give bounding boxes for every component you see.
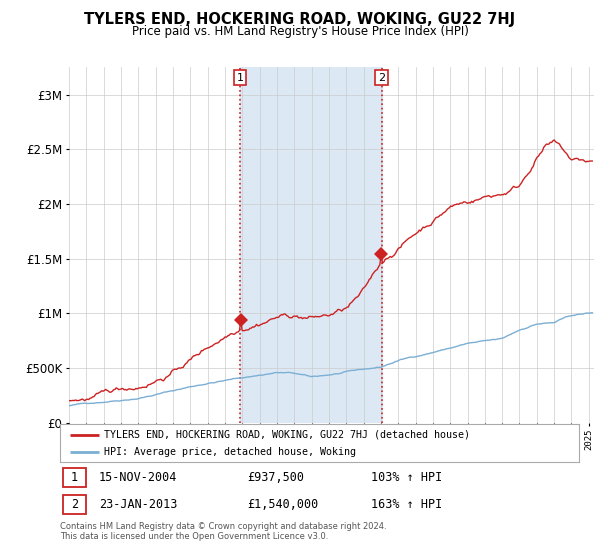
Text: HPI: Average price, detached house, Woking: HPI: Average price, detached house, Woki… <box>104 447 356 458</box>
Text: 1: 1 <box>71 470 78 483</box>
Text: TYLERS END, HOCKERING ROAD, WOKING, GU22 7HJ (detached house): TYLERS END, HOCKERING ROAD, WOKING, GU22… <box>104 430 470 440</box>
Text: Price paid vs. HM Land Registry's House Price Index (HPI): Price paid vs. HM Land Registry's House … <box>131 25 469 38</box>
Text: TYLERS END, HOCKERING ROAD, WOKING, GU22 7HJ: TYLERS END, HOCKERING ROAD, WOKING, GU22… <box>85 12 515 27</box>
Text: Contains HM Land Registry data © Crown copyright and database right 2024.
This d: Contains HM Land Registry data © Crown c… <box>60 522 386 542</box>
Text: 163% ↑ HPI: 163% ↑ HPI <box>371 498 443 511</box>
Bar <box>240 67 382 423</box>
Text: 2: 2 <box>378 73 385 82</box>
Text: 23-JAN-2013: 23-JAN-2013 <box>99 498 178 511</box>
Text: 103% ↑ HPI: 103% ↑ HPI <box>371 470 443 483</box>
FancyBboxPatch shape <box>62 495 86 514</box>
Text: 1: 1 <box>236 73 244 82</box>
Text: 2: 2 <box>71 498 78 511</box>
Text: 15-NOV-2004: 15-NOV-2004 <box>99 470 178 483</box>
FancyBboxPatch shape <box>62 468 86 487</box>
Text: £937,500: £937,500 <box>247 470 304 483</box>
Text: £1,540,000: £1,540,000 <box>247 498 318 511</box>
